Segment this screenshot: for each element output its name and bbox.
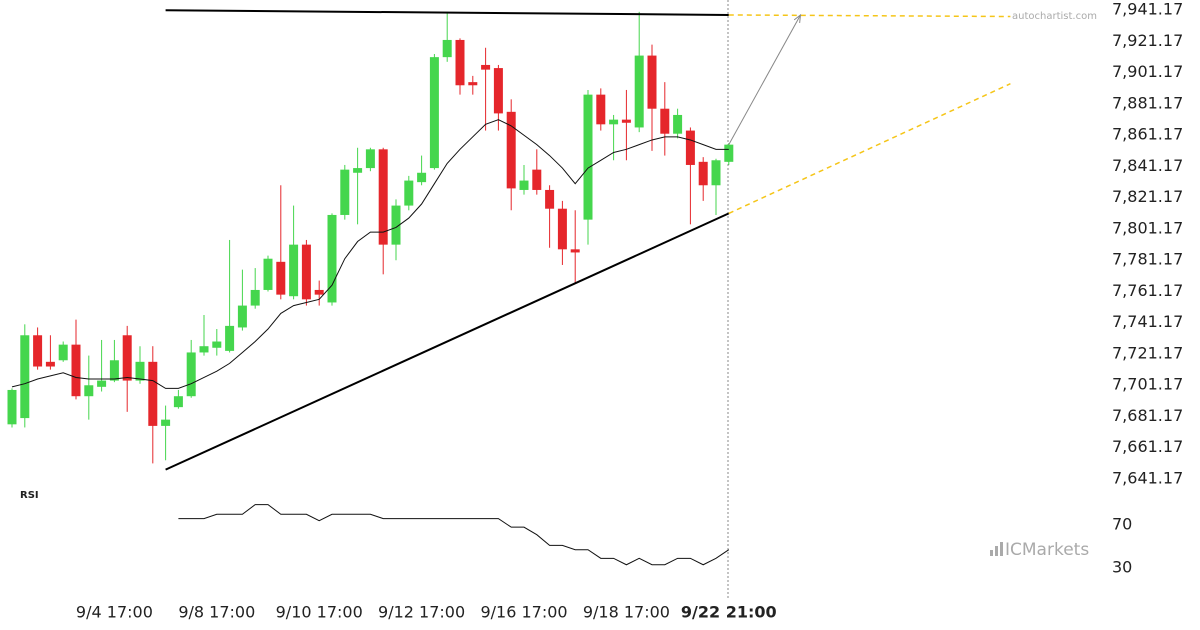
candle-body: [506, 111, 516, 189]
candle-body: [698, 161, 708, 186]
candle-body: [673, 114, 683, 134]
candle-body: [7, 389, 17, 425]
candle-body: [289, 244, 299, 297]
trend-line: [165, 212, 730, 471]
candle-body: [570, 249, 580, 253]
y-tick-label: 7,821.17: [1112, 187, 1183, 206]
y-tick-label: 7,881.17: [1112, 93, 1183, 112]
candle-body: [212, 341, 222, 348]
candle-body: [532, 169, 542, 190]
candle-body: [404, 180, 414, 206]
candle-body: [557, 208, 567, 250]
y-tick-label: 7,701.17: [1112, 375, 1183, 394]
y-tick-label: 7,781.17: [1112, 250, 1183, 269]
arrow-head: [793, 13, 802, 23]
candle-body: [481, 64, 491, 70]
candle-body: [173, 396, 183, 408]
candle-body: [583, 94, 593, 220]
rsi-title: RSI: [20, 490, 39, 501]
candle-body: [468, 82, 478, 86]
candle-body: [685, 130, 695, 165]
watermark: ICMarkets: [1005, 540, 1089, 560]
candle-body: [634, 55, 644, 128]
x-tick-label: 9/8 17:00: [178, 603, 255, 622]
candle-body: [609, 119, 619, 125]
candle-body: [314, 289, 324, 295]
y-tick-label: 7,921.17: [1112, 31, 1183, 50]
y-tick-label: 7,841.17: [1112, 156, 1183, 175]
x-tick-label: 9/18 17:00: [583, 603, 670, 622]
candle-body: [122, 335, 132, 381]
candle-body: [276, 261, 286, 295]
y-tick-label: 7,801.17: [1112, 218, 1183, 237]
candle-body: [519, 180, 529, 190]
y-tick-label: 7,681.17: [1112, 406, 1183, 425]
candle-body: [621, 119, 631, 123]
candle-body: [225, 325, 235, 351]
candle-body: [148, 361, 158, 426]
y-tick-label: 7,741.17: [1112, 312, 1183, 331]
candle-body: [660, 108, 670, 134]
candle-body: [340, 169, 350, 215]
candle-body: [45, 361, 55, 367]
y-tick-label: 7,761.17: [1112, 281, 1183, 300]
x-tick-label: 9/12 17:00: [378, 603, 465, 622]
y-tick-label: 7,641.17: [1112, 468, 1183, 487]
watermark: autochartist.com: [1012, 11, 1097, 22]
rsi-tick-label: 70: [1112, 515, 1132, 534]
candle-body: [250, 289, 260, 306]
candle-body: [58, 344, 68, 361]
candle-body: [199, 346, 209, 353]
y-tick-label: 7,861.17: [1112, 125, 1183, 144]
candle-body: [596, 94, 606, 125]
candle-body: [365, 149, 375, 169]
candle-body: [353, 168, 363, 173]
candle-body: [186, 352, 196, 397]
y-tick-label: 7,901.17: [1112, 62, 1183, 81]
trend-line: [728, 14, 1011, 18]
trend-line: [165, 9, 729, 16]
candle-body: [442, 39, 452, 58]
candle-body: [97, 380, 107, 387]
candle-body: [71, 344, 81, 397]
candle-body: [711, 160, 721, 186]
y-tick-label: 7,941.17: [1112, 0, 1183, 19]
x-tick-label: 9/4 17:00: [76, 603, 153, 622]
candle-body: [301, 244, 311, 300]
candle-body: [378, 149, 388, 245]
candle-body: [237, 305, 247, 328]
candle-body: [20, 335, 30, 419]
candle-body: [391, 205, 401, 245]
x-tick-label: 9/22 21:00: [681, 603, 777, 622]
rsi-line: [178, 504, 730, 566]
candle-body: [417, 172, 427, 183]
candle-body: [545, 189, 555, 209]
candle-body: [724, 144, 734, 162]
candle-body: [455, 39, 465, 86]
broker-logo: ICMarkets: [990, 540, 1089, 560]
candle-body: [135, 361, 145, 381]
candle-body: [429, 57, 439, 169]
moving-average: [11, 119, 729, 389]
candle-body: [161, 419, 171, 426]
rsi-tick-label: 30: [1112, 557, 1132, 576]
projection-arrow: [728, 14, 801, 145]
y-tick-label: 7,721.17: [1112, 343, 1183, 362]
candle-body: [84, 385, 94, 397]
candle-body: [263, 258, 273, 290]
x-tick-label: 9/16 17:00: [480, 603, 567, 622]
trend-line: [728, 83, 1011, 215]
x-tick-label: 9/10 17:00: [276, 603, 363, 622]
candle-body: [327, 214, 337, 303]
candle-body: [33, 335, 43, 367]
candle-body: [493, 68, 503, 114]
y-tick-label: 7,661.17: [1112, 437, 1183, 456]
candle-body: [109, 360, 119, 381]
candle-body: [647, 55, 657, 109]
